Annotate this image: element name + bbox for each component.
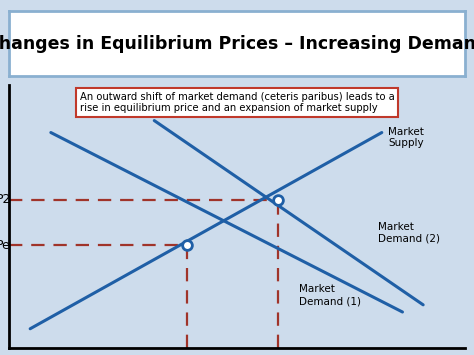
Text: Pe: Pe [0,239,10,251]
Text: Changes in Equilibrium Prices – Increasing Demand: Changes in Equilibrium Prices – Increasi… [0,34,474,53]
Text: P2: P2 [0,193,11,206]
Text: Market
Demand (2): Market Demand (2) [378,222,440,244]
Text: An outward shift of market demand (ceteris paribus) leads to a
rise in equilibri: An outward shift of market demand (ceter… [80,92,394,114]
Text: Market
Supply: Market Supply [388,126,424,148]
Text: Market
Demand (1): Market Demand (1) [299,284,361,306]
